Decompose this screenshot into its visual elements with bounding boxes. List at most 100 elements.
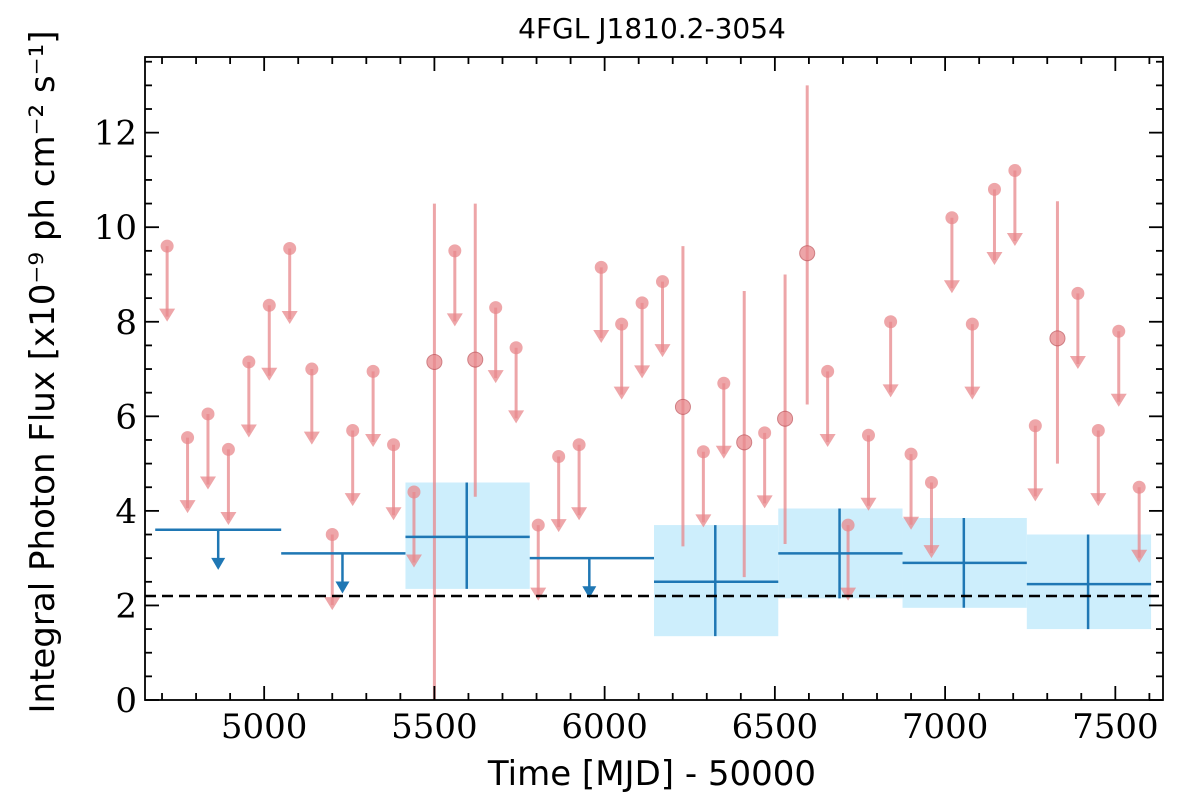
short-bin-upper-limit-point: [924, 476, 938, 490]
y-tick-label: 12: [94, 114, 137, 154]
short-bin-upper-limit-arrow: [840, 587, 857, 601]
long-bin-upper-limit-arrow: [335, 581, 350, 594]
short-bin-upper-limit-arrow: [903, 516, 920, 530]
short-bin-upper-limit-arrow: [593, 329, 610, 343]
x-tick-label: 7500: [1072, 707, 1159, 747]
short-bin-upper-limit-arrow: [943, 280, 960, 294]
axis-ticks: [145, 57, 1163, 701]
short-bin-upper-limit-arrow: [634, 365, 651, 379]
short-bin-upper-limit-point: [387, 438, 401, 452]
short-bin-upper-limit-arrow: [715, 445, 732, 459]
short-bin-upper-limit-arrow: [756, 495, 773, 509]
short-bin-detection-point: [1049, 330, 1066, 347]
short-bin-upper-limit-point: [904, 447, 918, 461]
short-bin-upper-limit-point: [965, 317, 979, 331]
short-bin-upper-limit-point: [1028, 419, 1042, 433]
short-bin-upper-limit-arrow: [405, 554, 422, 568]
short-bin-upper-limit-point: [615, 317, 629, 331]
short-bin-upper-limit-arrow: [613, 386, 630, 400]
y-tick-label: 10: [94, 208, 137, 248]
x-tick-label: 6500: [732, 707, 819, 747]
short-bin-upper-limit-arrow: [220, 511, 237, 525]
short-bin-upper-limit-point: [572, 438, 586, 452]
short-bin-detection-point: [467, 351, 484, 368]
short-bin-upper-limit-arrow: [324, 597, 341, 611]
short-bin-upper-limit-point: [262, 298, 276, 312]
short-bin-upper-limit-point: [635, 296, 649, 310]
short-bin-upper-limit-arrow: [1110, 393, 1127, 407]
short-bin-detection-point: [674, 398, 691, 415]
short-bin-upper-limit-arrow: [281, 311, 298, 325]
short-bin-upper-limit-arrow: [240, 424, 257, 438]
short-bin-upper-limit-arrow: [1027, 488, 1044, 502]
short-bin-upper-limit-arrow: [1069, 355, 1086, 369]
y-tick-label: 0: [115, 681, 137, 721]
y-axis-title: Integral Photon Flux [x10⁻⁹ ph cm⁻² s⁻¹]: [23, 30, 63, 713]
short-bin-upper-limit-arrow: [530, 587, 547, 601]
short-bin-upper-limit-point: [987, 182, 1001, 196]
short-bin-upper-limit-point: [242, 355, 256, 369]
short-bin-upper-limit-arrow: [261, 367, 278, 381]
short-bin-upper-limit-arrow: [986, 251, 1003, 265]
short-bin-upper-limit-arrow: [819, 433, 836, 447]
x-tick-label: 5500: [391, 707, 478, 747]
short-bin-upper-limit-arrow: [446, 313, 463, 327]
short-bin-upper-limit-point: [861, 428, 875, 442]
short-bin-upper-limit-arrow: [860, 497, 877, 511]
short-bin-upper-limit-arrow: [571, 507, 588, 521]
short-bin-upper-limit-arrow: [550, 519, 567, 533]
y-tick-label: 8: [115, 303, 137, 343]
short-bin-upper-limit-point: [346, 424, 360, 438]
short-bin-upper-limit-arrow: [882, 384, 899, 398]
short-bin-upper-limit-point: [305, 362, 319, 376]
short-bin-upper-limit-arrow: [1131, 549, 1148, 563]
short-bin-upper-limit-point: [821, 364, 835, 378]
short-bin-upper-limit-arrow: [385, 507, 402, 521]
short-bin-upper-limit-point: [531, 518, 545, 532]
x-tick-label: 6000: [561, 707, 648, 747]
short-bin-detection-point: [426, 353, 443, 370]
long-bin-upper-limit-arrow: [211, 557, 226, 570]
short-bin-upper-limit-point: [325, 528, 339, 542]
x-tick-label: 5000: [221, 707, 308, 747]
y-tick-label: 4: [115, 492, 137, 532]
short-bin-upper-limit-point: [884, 315, 898, 329]
short-bin-upper-limit-point: [448, 244, 462, 258]
short-bin-upper-limit-point: [1008, 163, 1022, 177]
short-bin-upper-limit-point: [656, 275, 670, 289]
short-bin-upper-limit-point: [758, 426, 772, 440]
short-bin-upper-limit-point: [181, 431, 195, 445]
short-bin-upper-limit-arrow: [654, 344, 671, 358]
short-bin-detection-point: [736, 434, 753, 451]
short-bin-upper-limit-point: [221, 442, 235, 456]
short-bin-upper-limit-point: [366, 364, 380, 378]
short-bin-series: [159, 85, 1148, 700]
short-bin-upper-limit-point: [509, 341, 523, 355]
short-bin-upper-limit-point: [407, 485, 421, 499]
short-bin-upper-limit-arrow: [695, 514, 712, 528]
long-bin-uncertainty-bands: [405, 482, 1152, 637]
short-bin-upper-limit-point: [1132, 480, 1146, 494]
short-bin-upper-limit-arrow: [199, 476, 216, 490]
short-bin-upper-limit-point: [283, 241, 297, 255]
short-bin-upper-limit-point: [594, 260, 608, 274]
short-bin-upper-limit-point: [201, 407, 215, 421]
short-bin-detection-point: [799, 245, 816, 262]
short-bin-upper-limit-arrow: [1006, 233, 1023, 247]
short-bin-upper-limit-arrow: [344, 493, 361, 507]
short-bin-upper-limit-arrow: [179, 500, 196, 514]
short-bin-upper-limit-arrow: [303, 431, 320, 445]
long-bin-upper-limit-arrow: [582, 586, 597, 599]
short-bin-upper-limit-arrow: [1090, 493, 1107, 507]
short-bin-upper-limit-arrow: [365, 433, 382, 447]
chart-title: 4FGL J1810.2-3054: [518, 12, 786, 45]
axis-tick-labels: 5000 5500 6000 6500 7000 7500 0 2 4 6 8 10 12: [94, 114, 1159, 747]
short-bin-upper-limit-arrow: [964, 386, 981, 400]
y-tick-label: 2: [115, 586, 137, 626]
short-bin-upper-limit-point: [1091, 424, 1105, 438]
short-bin-upper-limit-arrow: [487, 370, 504, 384]
long-bin-series: [155, 482, 1152, 637]
x-tick-label: 7000: [902, 707, 989, 747]
short-bin-detection-point: [777, 410, 794, 427]
